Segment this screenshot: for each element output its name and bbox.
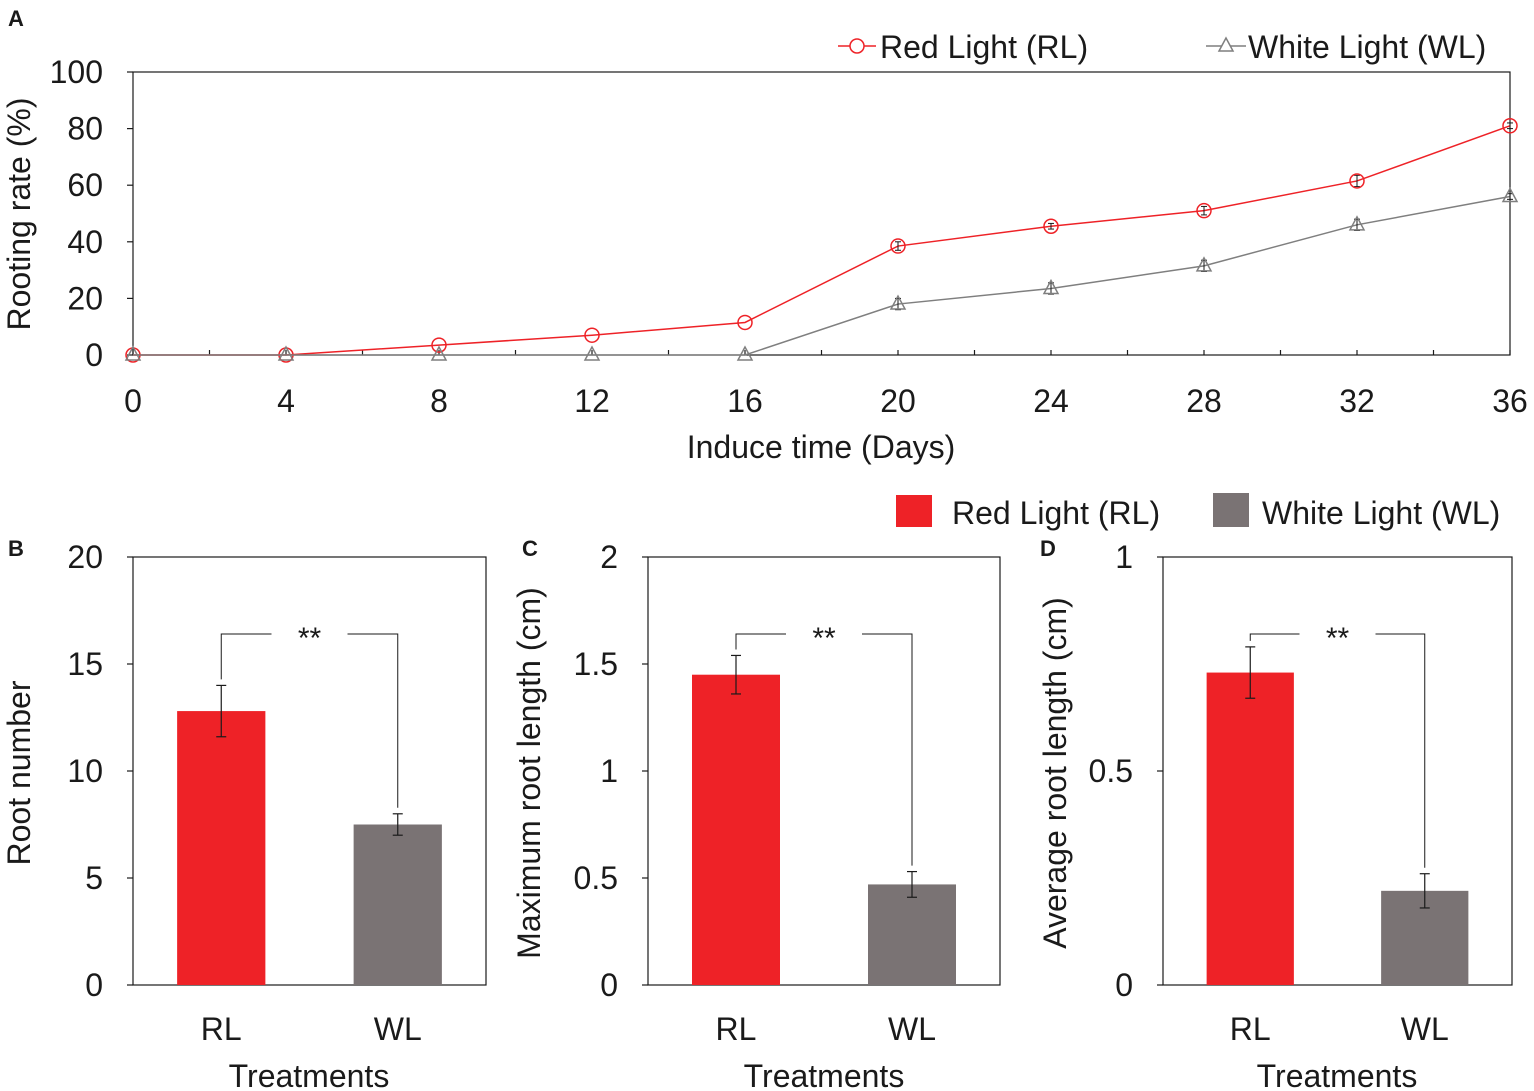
plot-a-y-tick-label: 60 (67, 167, 103, 203)
plot-a-series (124, 118, 1519, 363)
panel-b-label: B (8, 536, 24, 561)
plot-a-x-tick-label: 32 (1339, 383, 1375, 419)
bar-wl (353, 824, 442, 985)
significance-label-bg (786, 624, 862, 645)
data-point-rl (1502, 118, 1518, 134)
data-point-rl (1349, 173, 1365, 189)
legend-a-rl-label: Red Light (RL) (880, 29, 1088, 65)
plot-d-y-tick-label: 1 (1115, 539, 1133, 575)
panel-a-label: A (8, 6, 24, 31)
panel-b-bar-chart: B Root number Treatments 0 5 10 15 20 RL WL ** (1, 536, 487, 1091)
legend-a: Red Light (RL) White Light (WL) (838, 29, 1486, 65)
plot-d-y-tick-label: 0.5 (1089, 753, 1133, 789)
plot-b-y-tick-label: 20 (67, 539, 103, 575)
plot-a-x-tick-label: 36 (1492, 383, 1528, 419)
panel-a-line-chart: A Red Light (RL) White Light (WL) 020406… (1, 6, 1528, 465)
data-point-wl (1501, 186, 1519, 203)
data-point-wl (583, 345, 601, 361)
plot-a-x-tick-label: 24 (1033, 383, 1069, 419)
legend-a-wl-label: White Light (WL) (1248, 29, 1486, 65)
data-point-wl (124, 345, 142, 361)
series-line-rl (133, 125, 1511, 356)
plot-a-y-tick-label: 0 (85, 337, 103, 373)
plot-a-ylabel: Rooting rate (%) (1, 98, 37, 331)
significance-label-bg (271, 624, 348, 645)
legend-bars-wl-swatch (1213, 493, 1249, 527)
data-point-wl (736, 345, 754, 361)
data-point-rl (584, 327, 600, 343)
panel-d-label: D (1040, 536, 1056, 561)
data-point-wl (889, 294, 907, 310)
plot-a-x-tick-label: 4 (277, 383, 295, 419)
legend-bars-rl-swatch (896, 495, 932, 527)
plot-b-y-tick-label: 0 (85, 967, 103, 1003)
plot-a-frame (132, 71, 1511, 356)
plot-a-x-tick-label: 28 (1186, 383, 1222, 419)
plot-b-x-tick-label: WL (374, 1011, 422, 1047)
plot-c-x-tick-label: RL (716, 1011, 757, 1047)
plot-b-y-tick-label: 5 (85, 860, 103, 896)
plot-a-x-tick-label: 12 (574, 383, 610, 419)
legend-bars: Red Light (RL) White Light (WL) (896, 493, 1500, 531)
data-point-rl (1196, 202, 1212, 219)
bar-rl (692, 674, 780, 985)
plot-c-y-tick-label: 0.5 (574, 860, 618, 896)
plot-a-y-tick-label: 80 (67, 111, 103, 147)
legend-a-rl-marker (849, 38, 865, 54)
plot-a-x-axis: 0 4 8 12 16 20 24 28 32 36 (124, 350, 1528, 419)
plot-d-xlabel: Treatments (1257, 1058, 1418, 1091)
data-point-rl (431, 337, 447, 353)
bar-wl (868, 884, 956, 985)
plot-c-y-tick-label: 0 (600, 967, 618, 1003)
plot-d-ylabel: Average root length (cm) (1037, 597, 1073, 949)
data-point-wl (1195, 256, 1213, 272)
data-point-rl (737, 314, 753, 331)
plot-c-y-tick-label: 2 (600, 539, 618, 575)
plot-b-y-tick-label: 10 (67, 753, 103, 789)
plot-c-y-tick-label: 1 (600, 753, 618, 789)
plot-d-x-tick-label: RL (1230, 1011, 1271, 1047)
series-line-wl (133, 195, 1511, 356)
significance-label: ** (812, 622, 836, 655)
plot-c-ylabel: Maximum root length (cm) (511, 587, 547, 959)
data-point-rl (890, 238, 906, 254)
plot-c-y-tick-label: 1.5 (574, 646, 618, 682)
data-point-wl (1348, 215, 1366, 231)
significance-label: ** (1326, 622, 1350, 655)
legend-bars-wl-label: White Light (WL) (1262, 495, 1500, 531)
panel-c-label: C (522, 536, 538, 561)
data-point-wl (277, 345, 295, 361)
plot-b-ylabel: Root number (1, 680, 37, 865)
legend-bars-rl-label: Red Light (RL) (952, 495, 1160, 531)
plot-b-xlabel: Treatments (229, 1058, 390, 1091)
plot-a-y-axis: 0 20 40 60 80 100 (50, 54, 133, 373)
plot-a-y-tick-label: 40 (67, 224, 103, 260)
significance-label: ** (298, 622, 322, 655)
panel-d-bar-chart: D Average root length (cm) Treatments 0 0… (1037, 536, 1513, 1091)
panel-c-bar-chart: C Maximum root length (cm) Treatments 0 0… (511, 536, 1001, 1091)
data-point-rl (1043, 218, 1059, 234)
plot-a-x-tick-label: 16 (727, 383, 763, 419)
data-point-wl (1042, 278, 1060, 295)
plot-a-xlabel: Induce time (Days) (687, 429, 956, 465)
plot-b-y-tick-label: 15 (67, 646, 103, 682)
data-point-wl (430, 345, 448, 361)
plot-d-y-tick-label: 0 (1115, 967, 1133, 1003)
plot-a-x-tick-label: 20 (880, 383, 916, 419)
bar-rl (1206, 672, 1294, 985)
plot-c-x-tick-label: WL (888, 1011, 936, 1047)
bar-rl (177, 711, 266, 985)
plot-a-x-tick-label: 8 (430, 383, 448, 419)
significance-label-bg (1299, 624, 1376, 645)
plot-a-x-tick-label: 0 (124, 383, 142, 419)
legend-a-wl-marker (1217, 36, 1235, 52)
plot-a-y-tick-label: 100 (50, 54, 103, 90)
plot-c-xlabel: Treatments (744, 1058, 905, 1091)
plot-b-x-tick-label: RL (201, 1011, 242, 1047)
plot-a-y-tick-label: 20 (67, 280, 103, 316)
plot-d-x-tick-label: WL (1401, 1011, 1449, 1047)
